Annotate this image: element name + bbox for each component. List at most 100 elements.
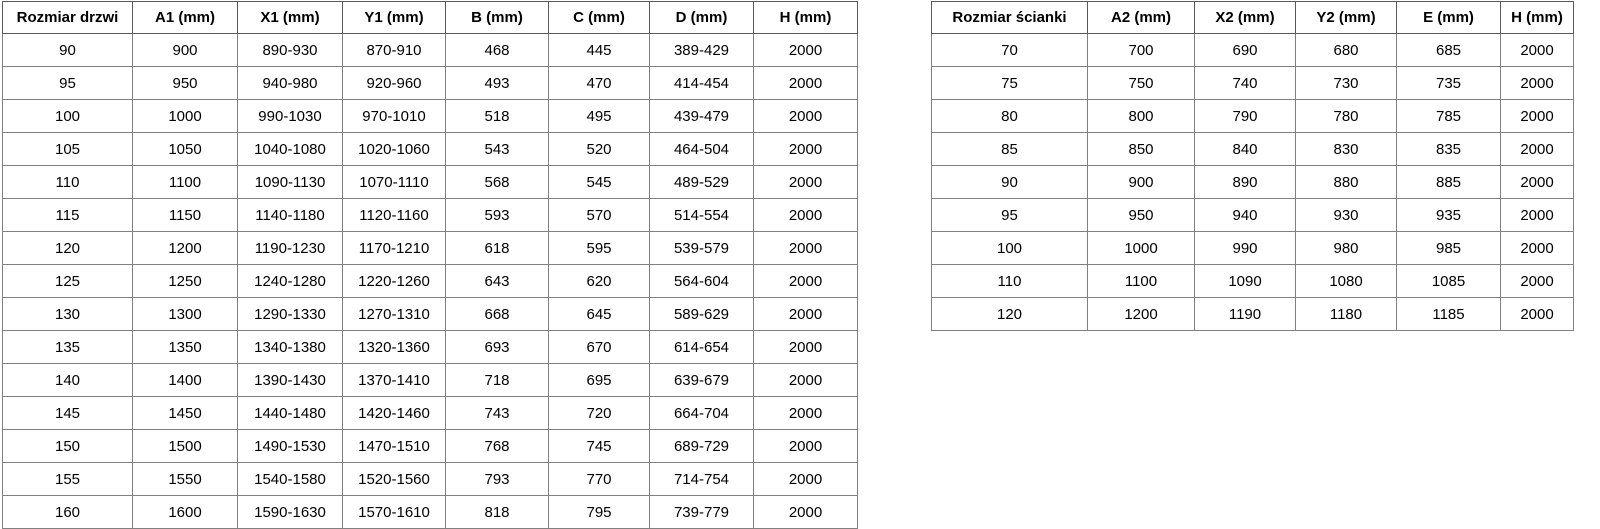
table-cell: 1085 (1396, 264, 1501, 298)
table-cell: 2000 (753, 363, 858, 397)
table-cell: 520 (548, 132, 650, 166)
table-cell: 1190-1230 (237, 231, 343, 265)
table-cell: 1590-1630 (237, 495, 343, 529)
table-cell: 2000 (753, 165, 858, 199)
table-cell: 2000 (753, 231, 858, 265)
table-row: 70 700 690 680 685 2000 (931, 33, 1574, 67)
table-cell: 1185 (1396, 297, 1501, 331)
table-cell: 1100 (1087, 264, 1195, 298)
table-row: 130 1300 1290-1330 1270-1310 668 645 589-629 20… (2, 297, 858, 331)
table-cell: 1370-1410 (342, 363, 446, 397)
table-cell: 900 (132, 33, 238, 67)
table-cell: 645 (548, 297, 650, 331)
table-cell: 70 (931, 33, 1088, 67)
table-cell: 120 (931, 297, 1088, 331)
table-cell: 1120-1160 (342, 198, 446, 232)
table-cell: 850 (1087, 132, 1195, 166)
table-cell: 80 (931, 99, 1088, 133)
table-cell: 130 (2, 297, 133, 331)
table-cell: 970-1010 (342, 99, 446, 133)
table-cell: 950 (132, 66, 238, 100)
table-cell: 1570-1610 (342, 495, 446, 529)
table-row: 120 1200 1190 1180 1185 2000 (931, 297, 1574, 331)
column-header-d: D (mm) (649, 1, 754, 34)
table-cell: 1290-1330 (237, 297, 343, 331)
table-row: 100 1000 990 980 985 2000 (931, 231, 1574, 265)
table-row: 100 1000 990-1030 970-1010 518 495 439-479 2000 (2, 99, 858, 133)
table-cell: 595 (548, 231, 650, 265)
table-cell: 890-930 (237, 33, 343, 67)
table-cell: 90 (931, 165, 1088, 199)
table-cell: 2000 (753, 495, 858, 529)
table-cell: 145 (2, 396, 133, 430)
table-cell: 445 (548, 33, 650, 67)
table-cell: 545 (548, 165, 650, 199)
table-cell: 1600 (132, 495, 238, 529)
table-cell: 125 (2, 264, 133, 298)
table-cell: 2000 (1500, 165, 1574, 199)
table-cell: 700 (1087, 33, 1195, 67)
table-cell: 890 (1194, 165, 1296, 199)
table-cell: 2000 (1500, 66, 1574, 100)
table-cell: 95 (2, 66, 133, 100)
table-cell: 115 (2, 198, 133, 232)
table-cell: 1050 (132, 132, 238, 166)
table-cell: 75 (931, 66, 1088, 100)
table-cell: 1340-1380 (237, 330, 343, 364)
column-header-x2: X2 (mm) (1194, 1, 1296, 34)
table-cell: 1070-1110 (342, 165, 446, 199)
table-cell: 664-704 (649, 396, 754, 430)
table-cell: 940-980 (237, 66, 343, 100)
table-cell: 1020-1060 (342, 132, 446, 166)
table-cell: 880 (1295, 165, 1397, 199)
table-row: 85 850 840 830 835 2000 (931, 132, 1574, 166)
column-header-h: H (mm) (1500, 1, 1574, 34)
table-cell: 2000 (753, 33, 858, 67)
table-cell: 739-779 (649, 495, 754, 529)
table-cell: 1090 (1194, 264, 1296, 298)
table-cell: 514-554 (649, 198, 754, 232)
table-row: 90 900 890-930 870-910 468 445 389-429 2000 (2, 33, 858, 67)
table-cell: 835 (1396, 132, 1501, 166)
table-cell: 2000 (753, 132, 858, 166)
table-cell: 735 (1396, 66, 1501, 100)
table-cell: 680 (1295, 33, 1397, 67)
table-cell: 2000 (753, 396, 858, 430)
wall-dimensions-table: Rozmiar ścianki A2 (mm) X2 (mm) Y2 (mm) … (931, 1, 1574, 331)
table-row: 140 1400 1390-1430 1370-1410 718 695 639-679 20… (2, 363, 858, 397)
table-cell: 110 (931, 264, 1088, 298)
table-cell: 920-960 (342, 66, 446, 100)
table-cell: 1220-1260 (342, 264, 446, 298)
table-row: 125 1250 1240-1280 1220-1260 643 620 564-604 20… (2, 264, 858, 298)
table-cell: 589-629 (649, 297, 754, 331)
table-cell: 818 (445, 495, 549, 529)
table-row: 145 1450 1440-1480 1420-1460 743 720 664-704 20… (2, 396, 858, 430)
table-cell: 95 (931, 198, 1088, 232)
table-cell: 950 (1087, 198, 1195, 232)
table-cell: 750 (1087, 66, 1195, 100)
table-cell: 389-429 (649, 33, 754, 67)
table-cell: 1250 (132, 264, 238, 298)
table-header-row: Rozmiar ścianki A2 (mm) X2 (mm) Y2 (mm) … (931, 1, 1574, 34)
column-header-rozmiar-drzwi: Rozmiar drzwi (2, 1, 133, 34)
table-cell: 2000 (753, 462, 858, 496)
table-cell: 670 (548, 330, 650, 364)
table-cell: 1550 (132, 462, 238, 496)
table-cell: 643 (445, 264, 549, 298)
table-cell: 1000 (1087, 231, 1195, 265)
table-row: 80 800 790 780 785 2000 (931, 99, 1574, 133)
table-cell: 1500 (132, 429, 238, 463)
table-cell: 1200 (132, 231, 238, 265)
table-cell: 695 (548, 363, 650, 397)
table-cell: 1040-1080 (237, 132, 343, 166)
table-row: 150 1500 1490-1530 1470-1510 768 745 689-729 20… (2, 429, 858, 463)
table-cell: 668 (445, 297, 549, 331)
table-cell: 718 (445, 363, 549, 397)
table-cell: 980 (1295, 231, 1397, 265)
table-cell: 1420-1460 (342, 396, 446, 430)
table-cell: 639-679 (649, 363, 754, 397)
table-cell: 543 (445, 132, 549, 166)
table-cell: 2000 (1500, 264, 1574, 298)
table-cell: 1170-1210 (342, 231, 446, 265)
